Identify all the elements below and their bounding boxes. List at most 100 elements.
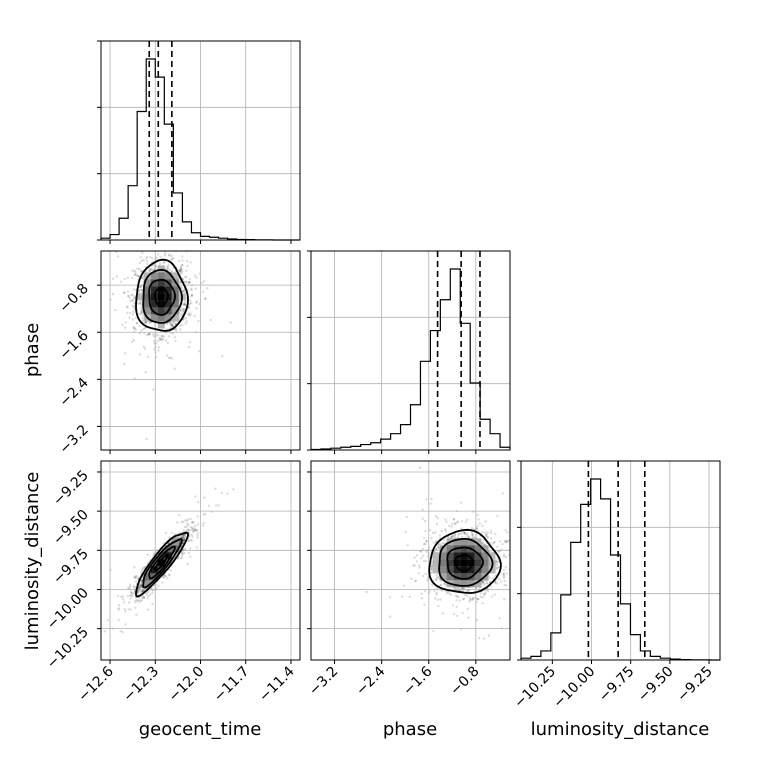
scatter-point	[482, 637, 486, 640]
scatter-point	[130, 594, 133, 598]
scatter-point	[187, 312, 191, 315]
scatter-point	[139, 311, 143, 314]
scatter-point	[142, 327, 145, 331]
scatter-point	[139, 285, 142, 289]
scatter-point	[496, 557, 499, 560]
scatter-point	[196, 534, 199, 537]
scatter-point	[436, 598, 440, 602]
scatter-point	[164, 339, 168, 342]
scatter-point	[424, 559, 428, 563]
density-block	[157, 559, 165, 567]
scatter-point	[122, 601, 126, 604]
scatter-point	[133, 327, 137, 330]
scatter-point	[479, 595, 483, 599]
scatter-point	[189, 312, 192, 315]
scatter-point	[166, 268, 169, 271]
scatter-point	[123, 362, 126, 365]
scatter-point	[190, 528, 194, 532]
density-block	[467, 580, 475, 588]
scatter-point	[423, 589, 427, 593]
scatter-point	[136, 599, 139, 603]
contour-level-3	[135, 258, 189, 332]
scatter-point	[162, 261, 165, 264]
scatter-point	[142, 595, 146, 598]
scatter-point	[139, 288, 143, 292]
scatter-point	[136, 591, 139, 595]
scatter-point	[116, 255, 120, 258]
scatter-point	[178, 269, 182, 273]
scatter-point	[187, 539, 190, 542]
scatter-point	[139, 270, 143, 273]
density-block	[143, 580, 151, 588]
scatter-point	[465, 534, 468, 537]
density-block	[143, 286, 151, 294]
scatter-point	[401, 595, 404, 598]
scatter-point	[140, 291, 144, 294]
scatter-point	[103, 630, 107, 633]
scatter-point	[463, 531, 467, 535]
y-axis-label-luminosity-distance: luminosity_distance	[22, 472, 43, 651]
scatter-point	[435, 591, 438, 594]
scatter-point	[497, 550, 500, 554]
scatter-point	[187, 523, 190, 527]
scatter-point	[185, 525, 188, 528]
scatter-point	[444, 528, 447, 531]
scatter-point	[432, 531, 435, 535]
scatter-point	[434, 577, 438, 581]
scatter-point	[162, 576, 165, 579]
scatter-point	[185, 519, 189, 523]
scatter-point	[496, 514, 499, 518]
density-block	[446, 559, 454, 567]
density-block	[481, 545, 489, 553]
density-block	[150, 286, 158, 294]
scatter-point	[424, 542, 427, 546]
scatter-point	[414, 580, 417, 583]
scatter-point	[189, 538, 193, 541]
scatter-point	[436, 516, 440, 520]
scatter-point	[495, 567, 498, 570]
density-block	[453, 566, 461, 574]
density-block	[474, 559, 482, 567]
scatter-point	[498, 617, 501, 620]
density-block	[453, 580, 461, 588]
scatter-point	[195, 276, 198, 279]
y-tick-label-phase-0: −3.2	[56, 422, 91, 457]
scatter-point	[406, 544, 409, 547]
scatter-point	[470, 526, 474, 530]
scatter-point	[139, 586, 142, 589]
density-block	[467, 559, 475, 567]
scatter-point	[553, 569, 555, 571]
scatter-point	[128, 297, 131, 300]
scatter-point	[137, 587, 141, 590]
scatter-point	[448, 592, 451, 595]
scatter-point	[144, 321, 147, 324]
scatter-point	[421, 508, 424, 511]
density-block	[460, 559, 468, 567]
scatter-point	[433, 589, 436, 592]
scatter-point	[157, 584, 160, 588]
scatter-point	[181, 535, 185, 539]
scatter-point	[179, 328, 182, 331]
scatter-point	[502, 553, 506, 557]
scatter-point	[148, 333, 151, 336]
scatter-point	[167, 335, 171, 338]
scatter-point	[132, 326, 136, 329]
scatter-point	[140, 259, 144, 263]
scatter-point	[195, 546, 198, 549]
density-block	[171, 300, 179, 308]
scatter-point	[149, 248, 151, 250]
scatter-point	[140, 269, 143, 273]
density-block	[467, 538, 475, 546]
scatter-point	[182, 538, 185, 541]
scatter-point	[195, 301, 198, 304]
contours-1	[135, 531, 189, 598]
scatter-point	[481, 579, 484, 583]
scatter-point	[182, 538, 186, 542]
scatter-point	[180, 268, 183, 271]
scatter-point	[442, 538, 446, 541]
density-block	[460, 580, 468, 588]
scatter-point	[179, 270, 182, 274]
scatter-point	[468, 596, 472, 599]
scatter-point	[148, 321, 151, 325]
scatter-point	[147, 248, 149, 250]
